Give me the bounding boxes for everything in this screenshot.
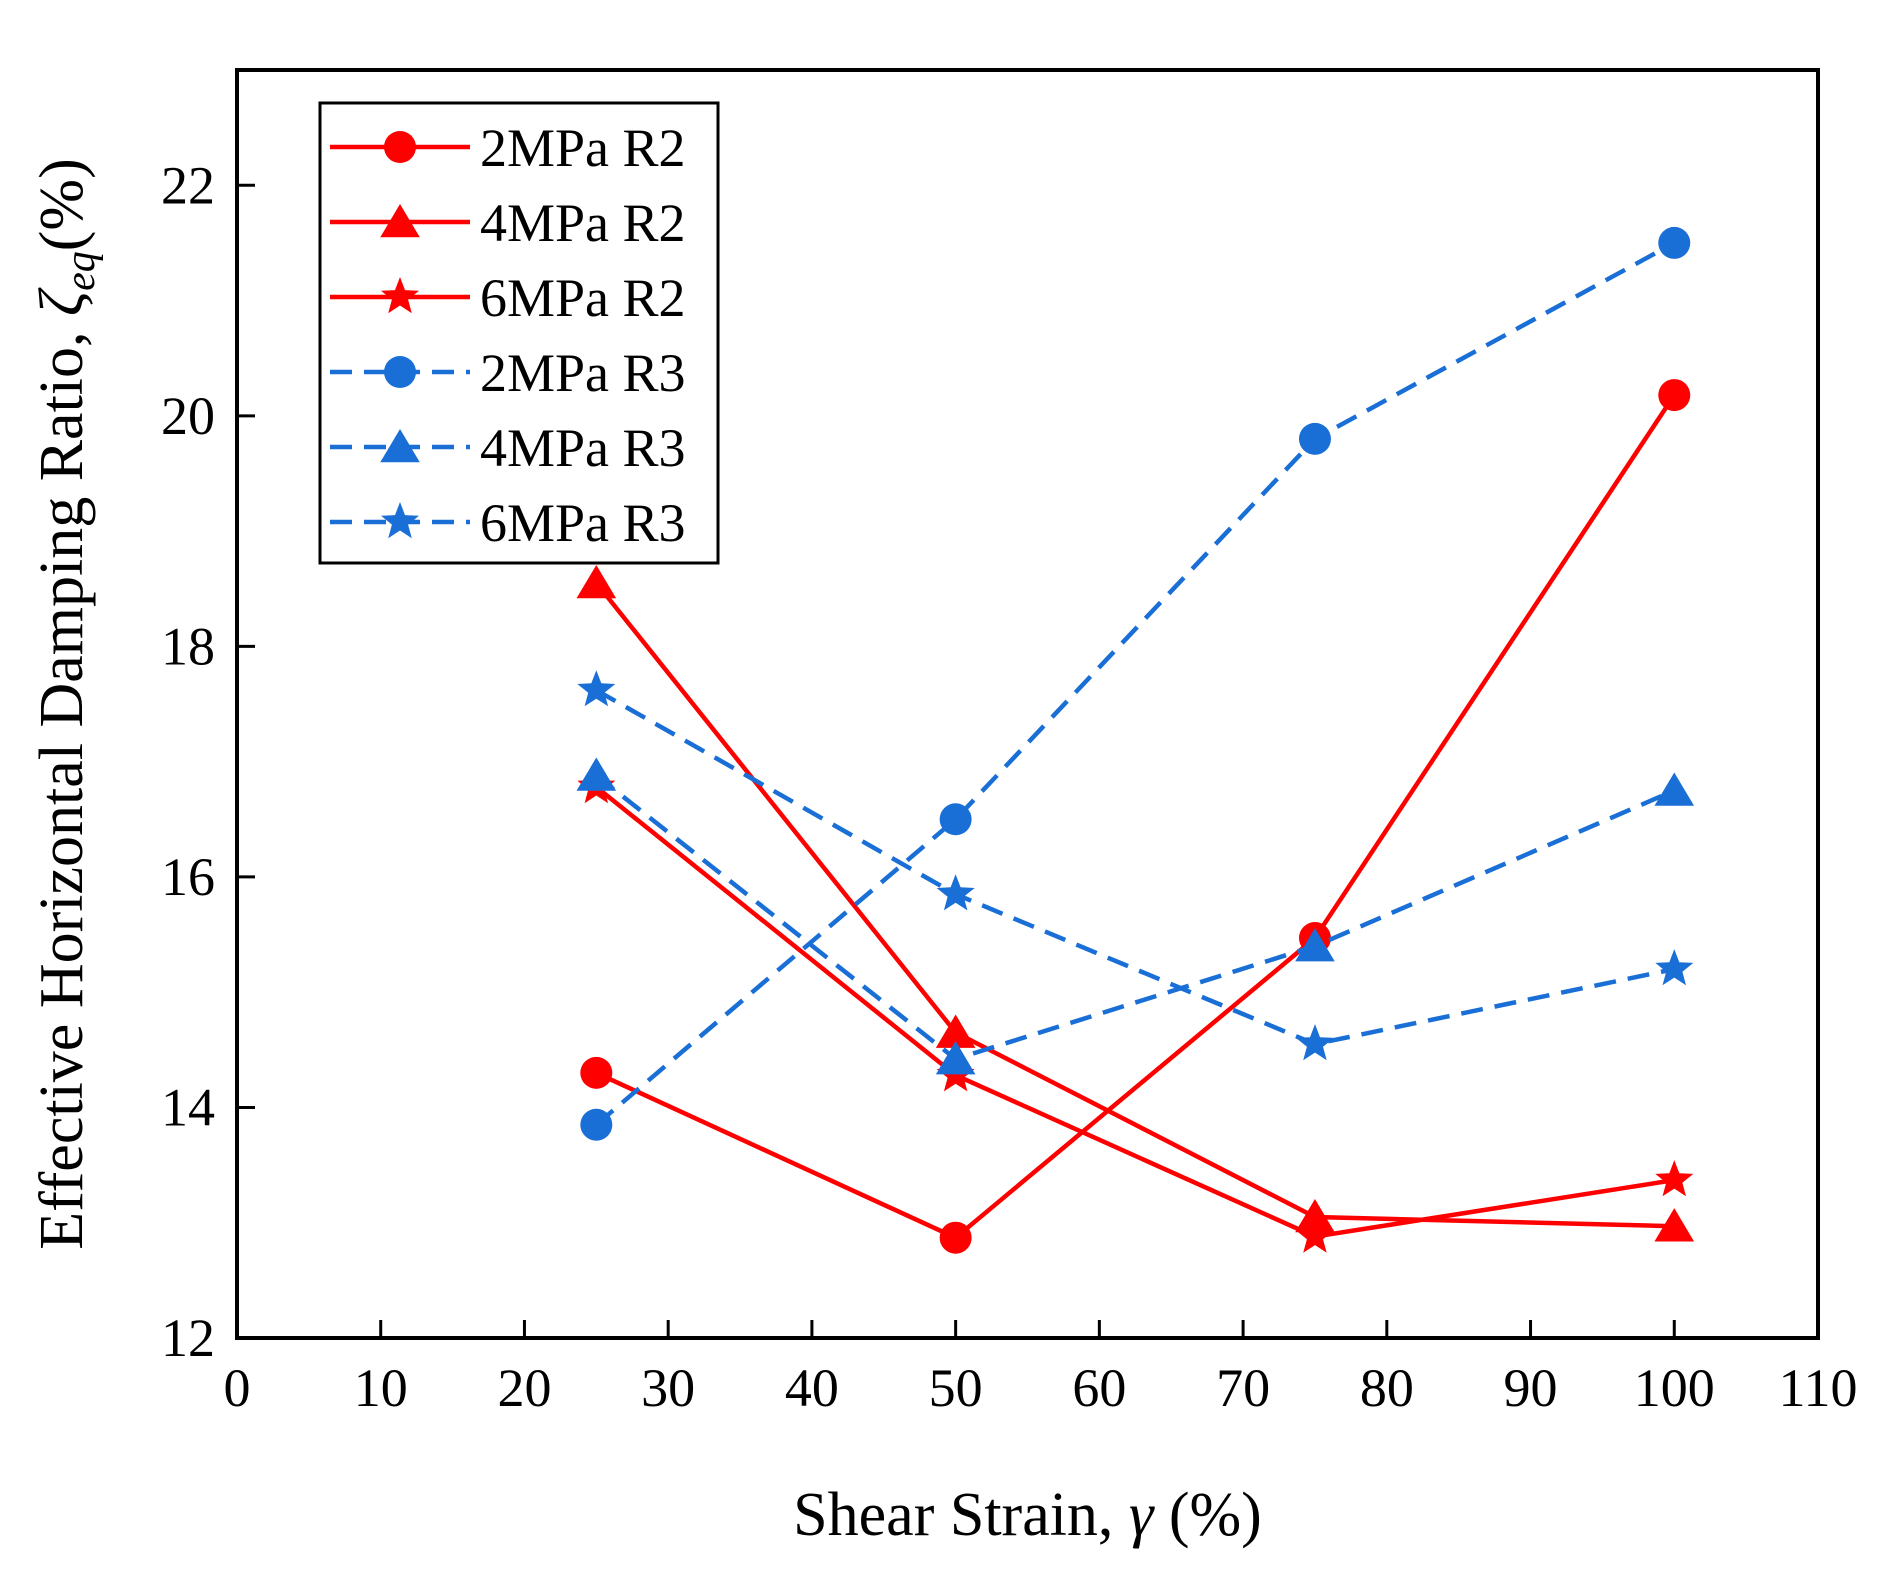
marker-triangle bbox=[935, 1041, 976, 1075]
marker-star bbox=[381, 502, 419, 539]
x-axis-symbol: γ bbox=[1129, 1481, 1155, 1549]
marker-triangle bbox=[576, 757, 617, 791]
series-6mpa-r3 bbox=[577, 670, 1694, 1061]
marker-circle bbox=[384, 356, 416, 388]
series-line bbox=[594, 785, 1675, 1239]
marker-circle bbox=[939, 803, 972, 836]
marker-triangle bbox=[380, 429, 420, 463]
marker-star bbox=[381, 277, 419, 314]
legend-label: 6MPa R3 bbox=[480, 493, 686, 553]
series-line bbox=[595, 688, 1675, 1047]
marker-star bbox=[1655, 1160, 1694, 1197]
series-line bbox=[594, 773, 1676, 1062]
marker-circle bbox=[580, 1056, 613, 1089]
marker-circle bbox=[580, 1108, 613, 1141]
x-tick-label: 10 bbox=[354, 1358, 408, 1418]
x-axis-unit: (%) bbox=[1153, 1481, 1261, 1549]
legend-entry: 2MPa R2 bbox=[330, 118, 686, 178]
x-tick-label: 80 bbox=[1360, 1358, 1414, 1418]
x-tick-label: 90 bbox=[1504, 1358, 1558, 1418]
marker-triangle bbox=[935, 1014, 976, 1048]
marker-triangle bbox=[1654, 772, 1695, 806]
x-axis-label: Shear Strain, γ (%) bbox=[793, 1481, 1262, 1549]
axis-ticks: 0 10 20 30 40 50 60 70 80 90 100 110 12 14 16 18 20 22 bbox=[161, 155, 1858, 1418]
legend-label: 6MPa R2 bbox=[480, 268, 686, 328]
y-tick-label: 14 bbox=[161, 1077, 215, 1137]
y-axis-unit: (%) bbox=[28, 158, 96, 251]
marker-star bbox=[936, 874, 975, 911]
series-4mpa-r3 bbox=[576, 757, 1695, 1075]
series-line bbox=[594, 240, 1676, 1127]
x-tick-label: 40 bbox=[785, 1358, 839, 1418]
series-line bbox=[595, 393, 1677, 1241]
legend-label: 4MPa R2 bbox=[480, 193, 686, 253]
legend-box bbox=[318, 101, 720, 565]
y-tick-label: 16 bbox=[161, 847, 215, 907]
y-axis-label: Effective Horizontal Damping Ratio, ζeq(… bbox=[28, 158, 104, 1249]
x-tick-label: 30 bbox=[641, 1358, 695, 1418]
marker-triangle bbox=[1654, 1208, 1695, 1242]
x-tick-label: 60 bbox=[1072, 1358, 1126, 1418]
marker-circle bbox=[384, 131, 416, 163]
x-tick-label: 100 bbox=[1634, 1358, 1715, 1418]
marker-circle bbox=[939, 1221, 972, 1254]
plot-frame bbox=[235, 68, 1820, 1340]
marker-triangle bbox=[576, 564, 617, 599]
x-tick-label: 50 bbox=[929, 1358, 983, 1418]
y-tick-label: 20 bbox=[161, 386, 215, 446]
x-tick-label: 110 bbox=[1779, 1358, 1858, 1418]
marker-triangle bbox=[1295, 928, 1335, 962]
series-2mpa-r3 bbox=[580, 226, 1691, 1141]
marker-triangle bbox=[380, 204, 420, 238]
marker-star bbox=[1295, 1024, 1334, 1061]
y-axis-subscript: eq bbox=[58, 251, 104, 291]
legend-label: 2MPa R2 bbox=[480, 118, 686, 178]
marker-circle bbox=[1658, 379, 1691, 412]
x-tick-label: 20 bbox=[497, 1358, 551, 1418]
legend-entry: 2MPa R3 bbox=[330, 343, 686, 403]
marker-triangle bbox=[1295, 1198, 1335, 1233]
y-tick-label: 18 bbox=[161, 616, 215, 676]
x-axis-label-text: Shear Strain, bbox=[793, 1481, 1129, 1549]
series-6mpa-r2 bbox=[577, 767, 1694, 1253]
legend-entry: 4MPa R2 bbox=[330, 193, 686, 253]
x-tick-label: 70 bbox=[1216, 1358, 1270, 1418]
y-tick-label: 22 bbox=[161, 155, 215, 215]
y-axis-label-text: Effective Horizontal Damping Ratio, bbox=[28, 316, 96, 1250]
series-4mpa-r2 bbox=[576, 564, 1695, 1242]
series-line bbox=[594, 581, 1675, 1229]
legend-label: 4MPa R3 bbox=[480, 418, 686, 478]
marker-star bbox=[1295, 1216, 1334, 1253]
x-tick-label: 0 bbox=[224, 1358, 251, 1418]
marker-star bbox=[1655, 949, 1694, 986]
y-axis-symbol: ζ bbox=[28, 287, 96, 316]
legend-entry: 4MPa R3 bbox=[330, 418, 686, 478]
marker-circle bbox=[1658, 226, 1691, 259]
legend: 2MPa R2 4MPa R2 6MPa R2 2MPa R3 4MPa R3 6MPa … bbox=[318, 101, 720, 565]
y-tick-label: 12 bbox=[161, 1308, 215, 1368]
marker-circle bbox=[1298, 422, 1331, 455]
marker-star bbox=[577, 670, 616, 707]
plot-marks bbox=[576, 226, 1695, 1254]
legend-label: 2MPa R3 bbox=[480, 343, 686, 403]
legend-entry: 6MPa R3 bbox=[330, 493, 686, 553]
legend-entry: 6MPa R2 bbox=[330, 268, 686, 328]
